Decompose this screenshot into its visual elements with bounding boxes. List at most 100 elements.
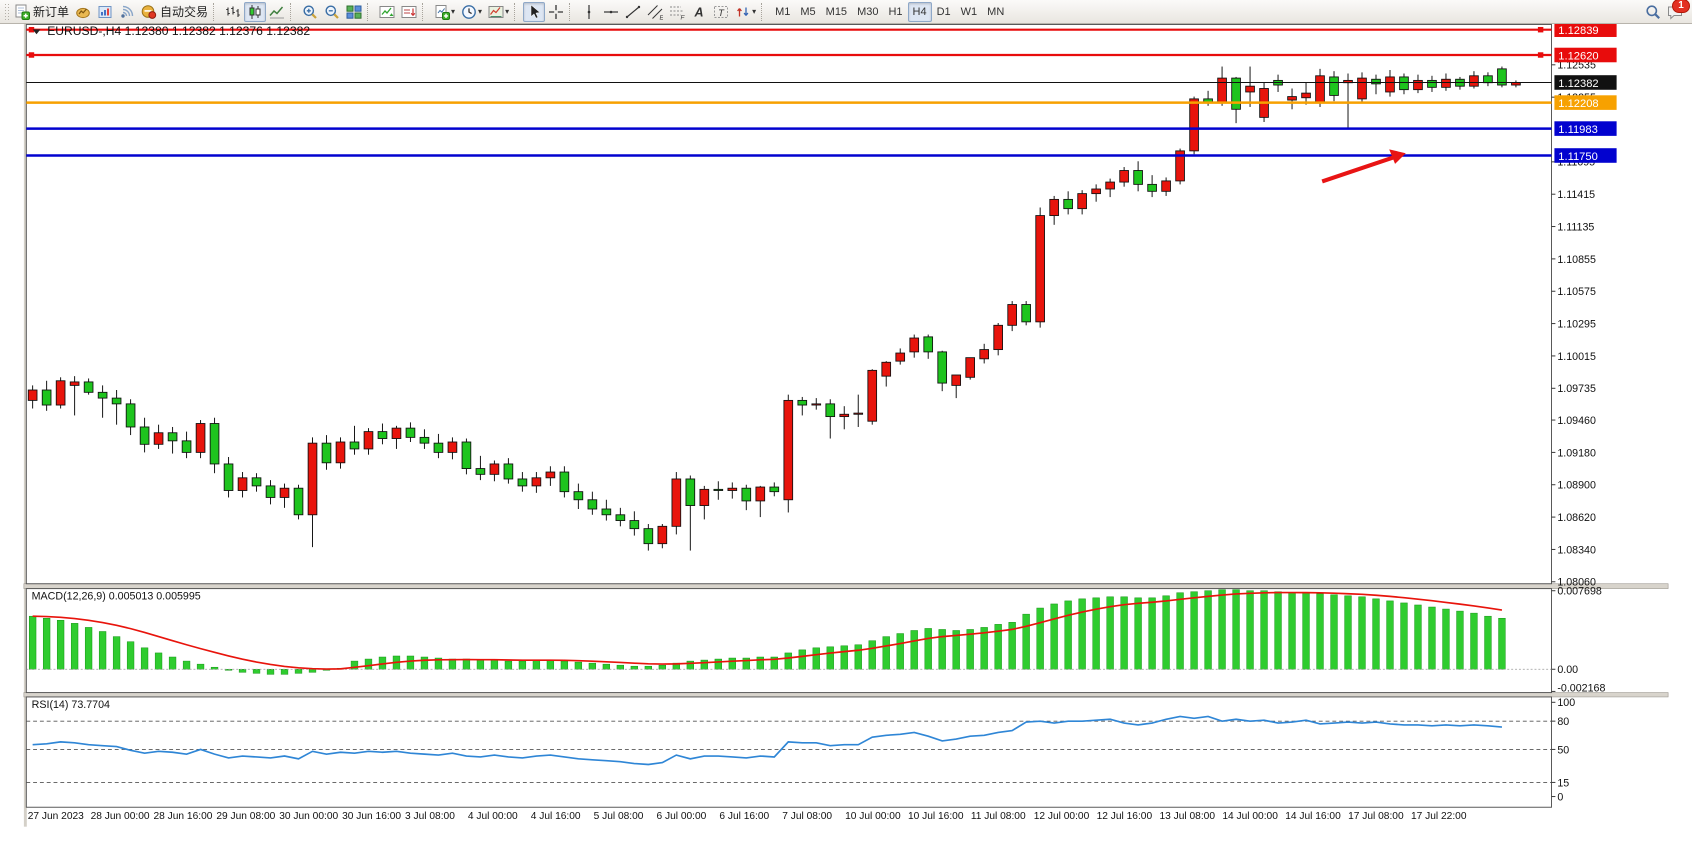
candle xyxy=(769,482,780,497)
notifications-button[interactable]: 1 xyxy=(1664,0,1690,22)
indicators-button[interactable]: ▾ xyxy=(431,2,458,22)
arrows-button[interactable]: ▾ xyxy=(732,2,759,22)
timeframe-D1-button[interactable]: D1 xyxy=(936,5,951,18)
line-chart-button[interactable] xyxy=(266,2,288,22)
candle xyxy=(937,350,948,392)
timeframe-H4-button[interactable]: H4 xyxy=(907,1,932,22)
candle xyxy=(209,417,220,474)
candle-body xyxy=(27,389,38,401)
candlestick-chart-button[interactable] xyxy=(244,1,267,22)
line-handle[interactable] xyxy=(28,52,35,58)
macd-histogram-bar xyxy=(1232,589,1240,670)
candle-body xyxy=(643,528,654,545)
candle-body xyxy=(1399,76,1409,91)
auto-scroll-button[interactable] xyxy=(376,2,398,22)
chart-window[interactable]: EURUSD-,H4 1.12380 1.12382 1.12376 1.123… xyxy=(0,24,1692,850)
fibonacci-icon: F xyxy=(669,4,685,20)
candle-body xyxy=(993,324,1003,351)
arrow-annotation[interactable] xyxy=(1321,149,1406,184)
timeframe-M30-button[interactable]: M30 xyxy=(857,5,879,18)
candle xyxy=(1469,71,1479,89)
zoom-out-button[interactable] xyxy=(321,2,343,22)
macd-histogram-bar xyxy=(448,658,457,670)
new-order-button[interactable]: 新订单 xyxy=(11,2,72,22)
macd-histogram-bar xyxy=(84,627,93,670)
candle xyxy=(629,511,640,536)
text-icon: A xyxy=(691,4,707,20)
macd-axis-label: 0.007698 xyxy=(1557,586,1602,598)
candle xyxy=(825,399,836,439)
candle xyxy=(979,343,989,364)
search-button[interactable] xyxy=(1642,2,1664,22)
market-watch-button[interactable] xyxy=(94,2,116,22)
text-label-button[interactable]: T xyxy=(710,2,732,22)
macd-histogram-bar xyxy=(364,658,373,670)
candle xyxy=(601,499,612,521)
rsi-indicator-label: RSI(14) 73.7704 xyxy=(32,699,110,711)
bar-chart-icon xyxy=(225,4,241,20)
candle-body xyxy=(615,514,626,521)
rsi-pane[interactable] xyxy=(25,696,1552,808)
candle xyxy=(1049,195,1059,225)
candle-body xyxy=(307,442,318,516)
macd-histogram-bar xyxy=(1414,604,1422,670)
candle-body xyxy=(629,520,640,530)
zoom-in-button[interactable] xyxy=(299,2,321,22)
timeframe-H1-button[interactable]: H1 xyxy=(888,5,903,18)
channel-button[interactable]: E xyxy=(644,2,666,22)
timeframe-M15-button[interactable]: M15 xyxy=(825,5,848,18)
candle xyxy=(265,480,276,505)
pane-splitter[interactable] xyxy=(23,692,1669,698)
toolbar-grip[interactable] xyxy=(4,2,9,21)
candle-body xyxy=(1231,77,1241,110)
candle-body xyxy=(1301,92,1311,99)
candle-body xyxy=(195,423,206,453)
timeframe-M5-button[interactable]: M5 xyxy=(800,5,816,18)
macd-histogram-bar xyxy=(266,669,275,675)
tile-windows-button[interactable] xyxy=(343,2,365,22)
timeframe-W1-button[interactable]: W1 xyxy=(960,5,978,18)
signals-button[interactable] xyxy=(116,2,138,22)
vertical-line-button[interactable] xyxy=(578,2,600,22)
periods-button[interactable]: ▾ xyxy=(458,2,485,22)
candle xyxy=(685,475,696,551)
trendline-button[interactable] xyxy=(622,2,644,22)
macd-pane[interactable] xyxy=(25,588,1552,694)
price-badge: 1.12620 xyxy=(1554,47,1617,62)
crosshair-button[interactable] xyxy=(545,2,567,22)
bar-chart-button[interactable] xyxy=(222,2,244,22)
candle xyxy=(41,380,52,411)
chart-profile-button[interactable] xyxy=(72,2,94,22)
line-handle[interactable] xyxy=(28,26,35,33)
auto-trading-button[interactable]: 自动交易 xyxy=(138,2,211,22)
price-badge-box xyxy=(1554,24,1617,37)
one-click-trading-toggle-icon[interactable] xyxy=(32,29,41,35)
candle-body xyxy=(433,442,444,453)
text-button[interactable]: A xyxy=(688,2,710,22)
price-badge: 1.12382 xyxy=(1554,75,1617,90)
templates-button[interactable]: ▾ xyxy=(485,2,512,22)
y-axis-label: 1.08620 xyxy=(1557,512,1596,524)
price-badge: 1.12208 xyxy=(1554,95,1617,110)
timeframe-M1-button[interactable]: M1 xyxy=(775,5,791,18)
candle xyxy=(447,437,458,460)
y-axis-label: 1.10575 xyxy=(1557,286,1596,298)
cursor-button[interactable] xyxy=(523,1,546,22)
chart-shift-button[interactable] xyxy=(398,2,420,22)
pane-splitter[interactable] xyxy=(23,583,1669,589)
candle xyxy=(797,396,808,416)
candle xyxy=(251,473,262,492)
macd-histogram-bar xyxy=(1344,595,1352,670)
auto-trading-icon xyxy=(141,4,157,20)
timeframe-MN-button[interactable]: MN xyxy=(987,5,1005,18)
candle-body xyxy=(839,413,850,418)
macd-histogram-bar xyxy=(1036,607,1044,670)
line-handle[interactable] xyxy=(1537,52,1544,58)
time-axis-label: 6 Jul 16:00 xyxy=(719,811,769,822)
horizontal-line-button[interactable] xyxy=(600,2,622,22)
time-axis-label: 13 Jul 08:00 xyxy=(1159,811,1215,822)
line-handle[interactable] xyxy=(1537,26,1544,33)
fibonacci-button[interactable]: F xyxy=(666,2,688,22)
candle-body xyxy=(335,441,346,464)
candle xyxy=(363,428,374,455)
